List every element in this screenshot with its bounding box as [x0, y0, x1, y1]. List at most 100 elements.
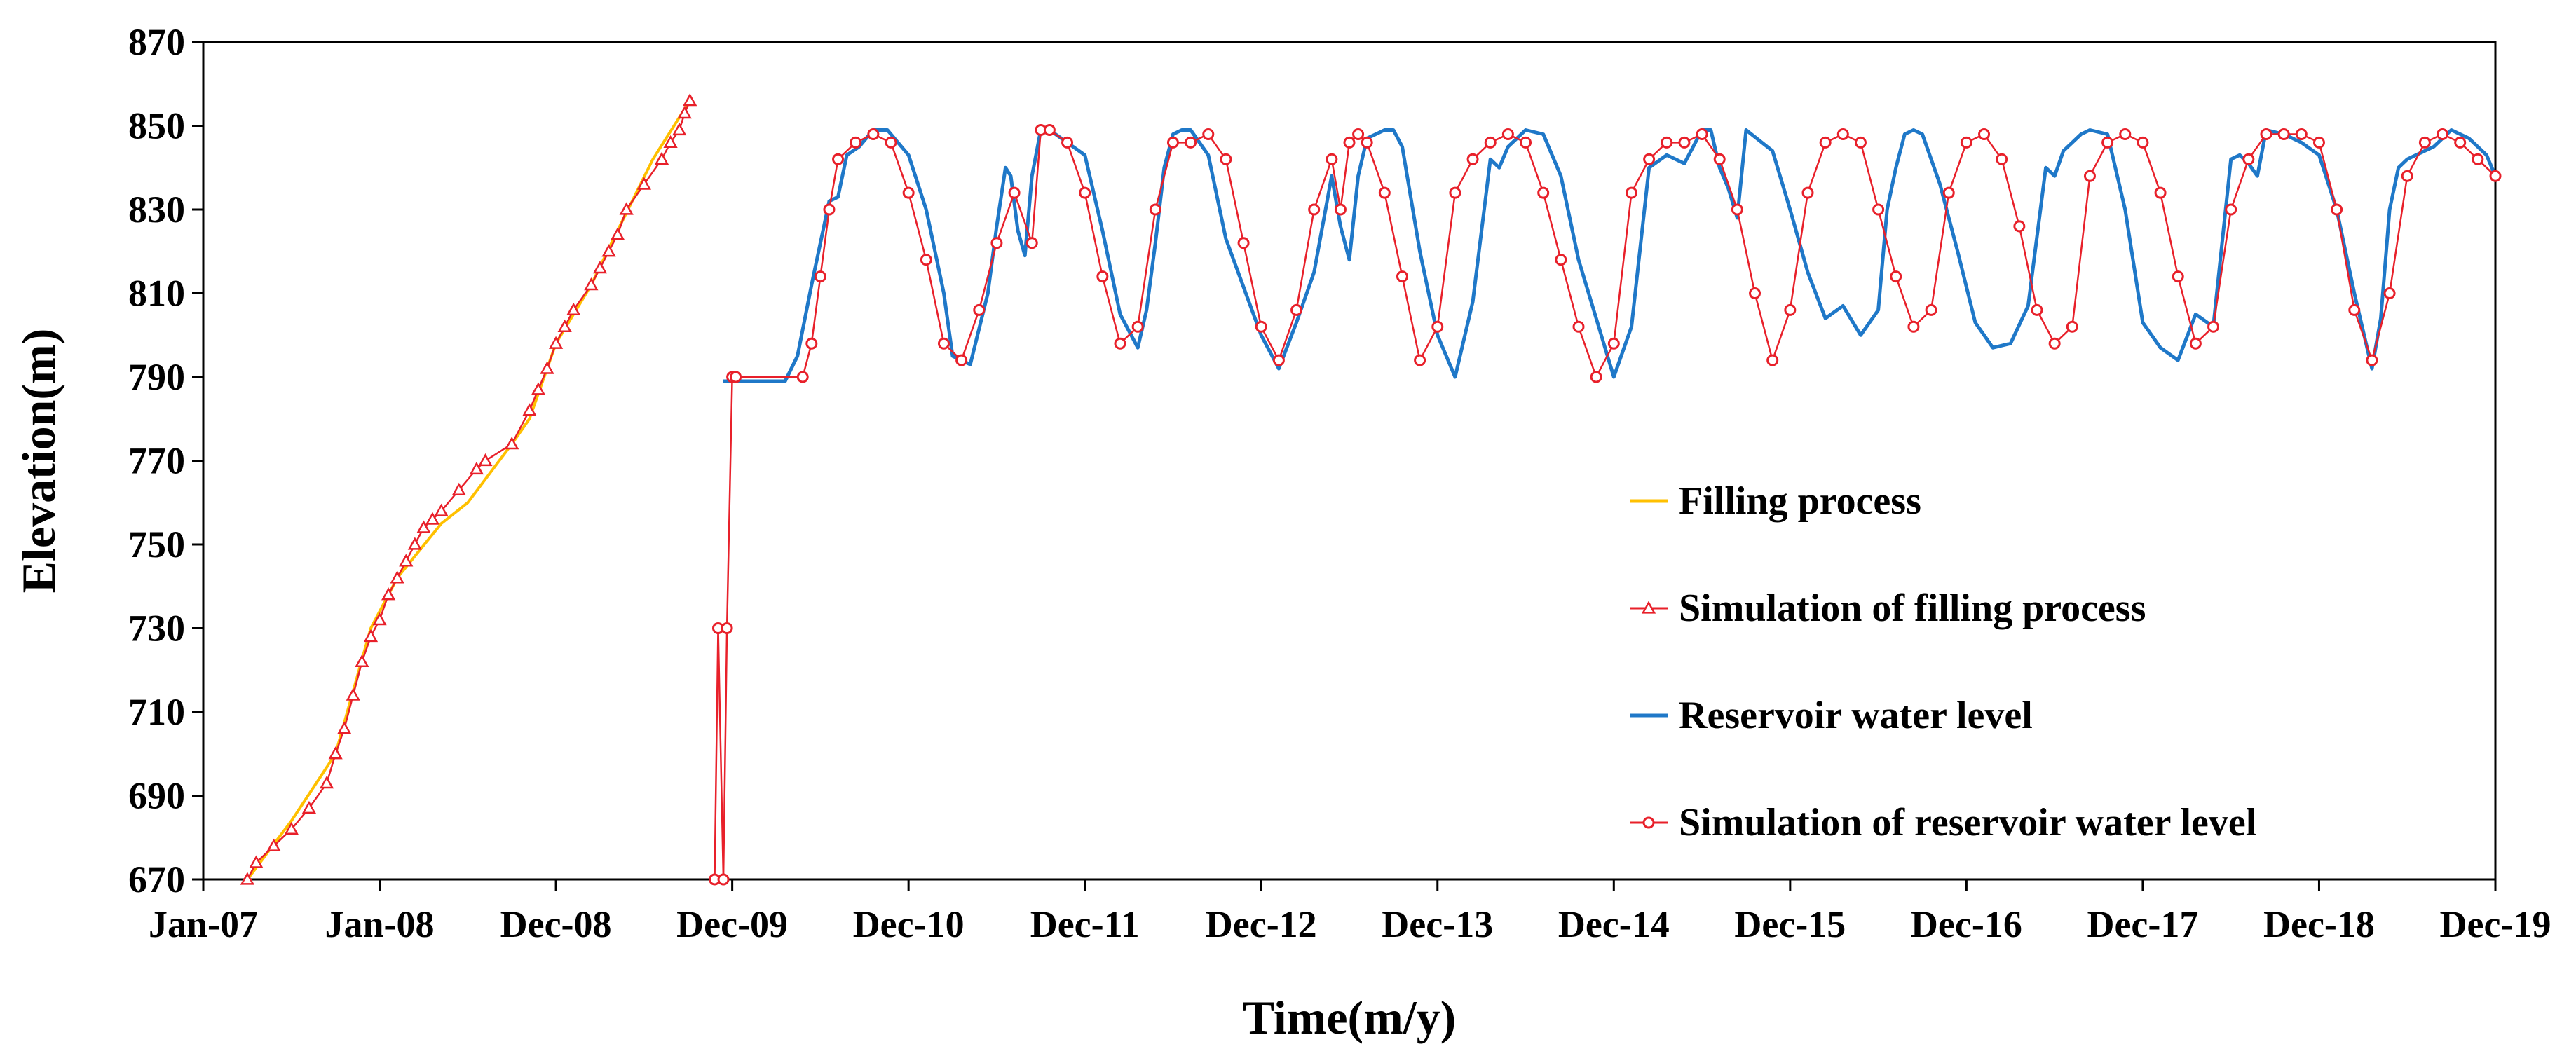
series-3-point [1431, 320, 1444, 333]
series-1-point [399, 554, 414, 567]
y-tick-label: 790 [128, 356, 185, 398]
series-3-point [1872, 203, 1885, 216]
series-3-point [937, 337, 950, 350]
series-3-point [2189, 337, 2202, 350]
series-3-point [1925, 303, 1937, 316]
series-1-point [654, 151, 669, 165]
y-tick-label: 750 [128, 523, 185, 565]
series-3-point [1202, 128, 1215, 140]
series-3-point [1696, 128, 1708, 140]
series-3-point [1079, 186, 1091, 199]
x-tick-label: Dec-18 [2263, 903, 2375, 945]
series-3-point [2454, 136, 2467, 149]
series-3-point [1890, 270, 1902, 283]
series-3-point [1185, 136, 1197, 149]
series-3-point [1166, 136, 1179, 149]
series-1-point [663, 135, 678, 149]
series-1-point [531, 382, 546, 395]
series-1-point [478, 453, 493, 467]
x-tick-label: Dec-15 [1734, 903, 1846, 945]
x-tick-label: Dec-09 [676, 903, 788, 945]
series-3-point [1114, 337, 1126, 350]
series-3-point [1978, 128, 1991, 140]
series-3-point [2083, 170, 2096, 182]
x-tick-labels: Jan-07 Jan-08 Dec-08 Dec-09 Dec-10 Dec-11 Dec-… [149, 903, 2551, 945]
y-axis-title: Elevation(m) [12, 329, 65, 594]
series-1-point [301, 800, 317, 814]
legend-label-2: Reservoir water level [1679, 694, 2033, 737]
y-tick-label: 870 [128, 21, 185, 63]
x-tick-label: Dec-12 [1206, 903, 1317, 945]
x-tick-label: Dec-16 [1911, 903, 2022, 945]
series-3-point [1854, 136, 1867, 149]
series-3-point [1996, 153, 2008, 165]
series-line-3 [714, 129, 2496, 881]
series-1-point [355, 654, 369, 667]
series-3-point [2154, 186, 2167, 199]
series-1-point [610, 227, 625, 240]
series-1-point [240, 872, 255, 885]
legend-label-1: Simulation of filling process [1679, 587, 2146, 630]
series-1-point [683, 93, 697, 107]
series-1-point [557, 319, 572, 332]
series-1-point [372, 612, 387, 626]
series-3-point [1625, 186, 1637, 199]
series-3-point [1766, 354, 1779, 366]
series-3-point [2348, 303, 2361, 316]
series-3-point [814, 270, 826, 283]
series-3-point [2137, 136, 2149, 149]
y-tick-label: 730 [128, 608, 185, 650]
series-3-point [1555, 254, 1567, 266]
series-3-point [2295, 128, 2308, 140]
series-3-point [1008, 186, 1021, 199]
series-3-point [1907, 320, 1920, 333]
series-3-point [1661, 136, 1673, 149]
series-3-point [1836, 128, 1849, 140]
series-3-point [1501, 128, 1514, 140]
series-3-point [1572, 320, 1585, 333]
series-3-point [2277, 128, 2290, 140]
x-tick-label: Dec-08 [500, 903, 612, 945]
series-1-point [469, 461, 484, 475]
series-3-point [796, 371, 809, 383]
legend-marker-1 [1641, 601, 1656, 614]
x-axis-title: Time(m/y) [1243, 991, 1457, 1044]
y-tick-label: 770 [128, 440, 185, 482]
series-3-point [2312, 136, 2325, 149]
y-tick-label: 810 [128, 273, 185, 315]
series-3-point [2366, 354, 2378, 366]
series-3-point [1942, 186, 1955, 199]
series-1-point [266, 838, 281, 851]
series-1-point [677, 106, 692, 119]
legend-label-3: Simulation of reservoir water level [1679, 801, 2256, 844]
series-1-point [407, 537, 422, 550]
series-3-point [1290, 303, 1303, 316]
series-3-point [1643, 153, 1656, 165]
x-tick-label: Dec-17 [2087, 903, 2198, 945]
series-3-point [805, 337, 818, 350]
axes [192, 41, 2497, 891]
series-3-point [1819, 136, 1832, 149]
series-3-point [1784, 303, 1797, 316]
series-3-point [2031, 303, 2043, 316]
series-3-point [1590, 371, 1602, 383]
series-3-point [2331, 203, 2343, 216]
series-3-point [1149, 203, 1161, 216]
series-3-point [1484, 136, 1497, 149]
series-3-point [973, 303, 986, 316]
series-3-point [1378, 186, 1391, 199]
series-3-point [2172, 270, 2184, 283]
series-3-point [730, 371, 742, 383]
series-3-point [1220, 153, 1232, 165]
series-1-point [522, 403, 537, 416]
series-3-point [1237, 237, 1250, 249]
series-3-point [1361, 136, 1373, 149]
y-tick-label: 830 [128, 188, 185, 231]
series-3-point [1449, 186, 1461, 199]
y-tick-label: 670 [128, 858, 185, 900]
series-3-point [1343, 136, 1356, 149]
series-3-point [2418, 136, 2431, 149]
series-3-point [1308, 203, 1321, 216]
series-1-point [425, 512, 440, 525]
series-1-point [249, 855, 264, 868]
